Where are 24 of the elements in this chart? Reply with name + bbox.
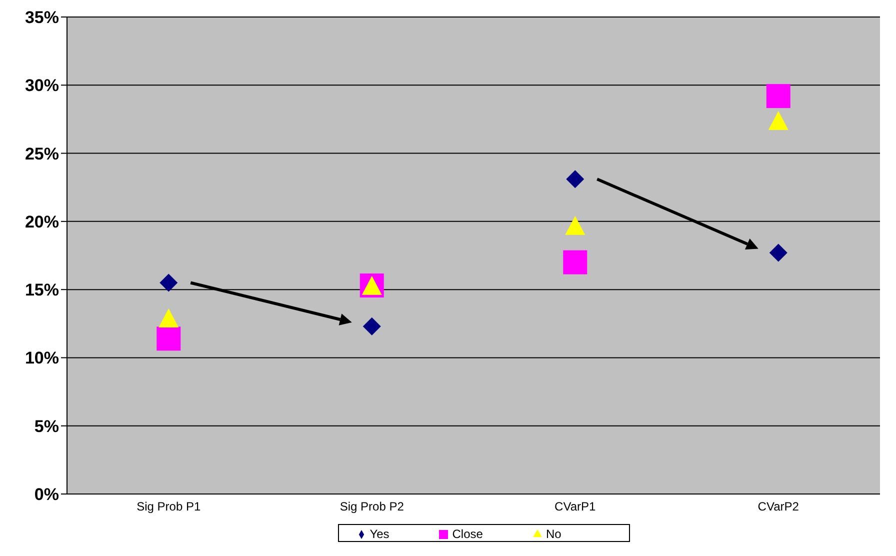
y-tick-label: 15%: [24, 280, 59, 300]
y-tick-label: 30%: [24, 76, 59, 96]
point: [362, 317, 381, 336]
point: [766, 84, 790, 108]
point: [156, 326, 181, 351]
x-tick-label: Sig Prob P2: [340, 500, 404, 514]
y-tick-label: 10%: [24, 348, 59, 368]
legend-label: Close: [452, 527, 483, 541]
point: [563, 250, 588, 274]
point: [565, 216, 586, 235]
y-tick-label: 25%: [24, 144, 59, 164]
y-tick-label: 20%: [24, 212, 59, 232]
y-tick-label: 5%: [34, 416, 59, 436]
x-tick-label: Sig Prob P1: [136, 500, 201, 514]
x-tick-label: CVarP2: [758, 500, 800, 514]
x-tick-label: CVarP1: [554, 500, 596, 514]
point: [566, 170, 584, 188]
y-tick-label: 35%: [24, 8, 59, 28]
legend-label: Yes: [370, 527, 390, 541]
point: [160, 274, 178, 292]
point: [769, 244, 788, 262]
point: [158, 308, 179, 328]
y-tick-label: 0%: [34, 485, 59, 504]
legend-label: No: [546, 527, 562, 541]
